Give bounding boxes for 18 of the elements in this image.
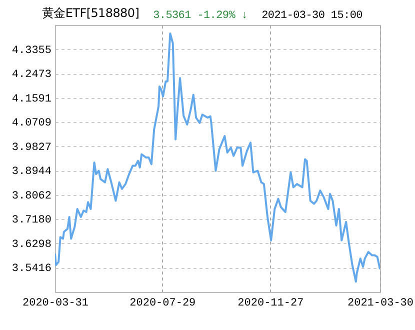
- y-tick-label: 4.3355: [12, 44, 52, 57]
- y-tick-label: 3.6298: [12, 238, 52, 251]
- y-tick-label: 4.0709: [12, 118, 52, 130]
- chart-title: 黄金ETF[518880]: [42, 5, 140, 22]
- text: 2021-03-30 15:00: [262, 10, 362, 22]
- text: 3.5361 -1.29% ↓: [153, 10, 248, 22]
- y-tick-label: 3.5416: [12, 263, 52, 276]
- y-tick-label: 4.1591: [12, 93, 52, 106]
- x-tick-label: 2021-03-30: [347, 298, 414, 310]
- x-tick-label: 2020-07-29: [130, 298, 196, 310]
- y-tick-label: 3.8062: [12, 190, 52, 202]
- y-tick-label: 3.7180: [12, 214, 52, 227]
- y-tick-label: 4.2473: [12, 69, 52, 82]
- y-tick-label: 3.9827: [12, 142, 52, 154]
- line-series: [55, 32, 380, 283]
- x-tick-label: 2020-03-31: [22, 298, 89, 310]
- y-tick-label: 3.8944: [12, 166, 52, 178]
- x-tick-label: 2020-11-27: [238, 298, 304, 310]
